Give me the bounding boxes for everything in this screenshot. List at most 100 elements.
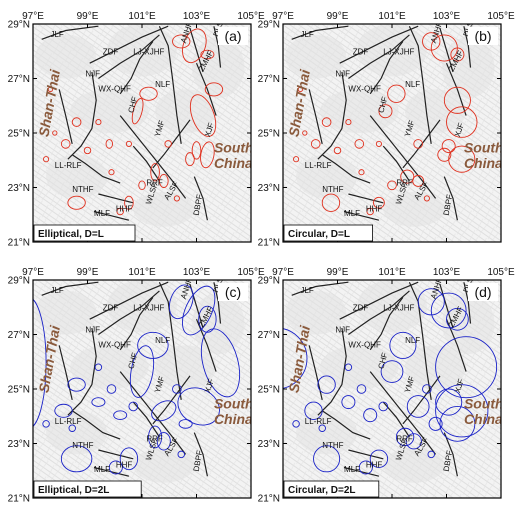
source-ellipse — [417, 288, 445, 316]
source-ellipse — [83, 146, 92, 155]
block-label-south-china: South — [214, 140, 254, 156]
fault-trace — [98, 34, 160, 79]
relief-shade — [70, 89, 149, 133]
source-ellipse — [185, 152, 195, 167]
relief-shade — [405, 89, 467, 133]
source-ellipse — [131, 98, 144, 125]
source-ellipse — [304, 401, 323, 420]
fault-trace — [195, 62, 217, 116]
source-ellipse — [52, 130, 58, 136]
panel-label-box — [218, 283, 248, 301]
fault-label: DBPF — [192, 194, 205, 217]
fault-label: NLF — [155, 80, 170, 89]
lon-tick-label: 97°E — [22, 11, 44, 22]
source-ellipse — [406, 395, 430, 418]
source-ellipse — [443, 86, 471, 114]
fault-trace — [369, 371, 437, 455]
fault-trace — [402, 375, 441, 425]
source-ellipse — [446, 106, 478, 138]
fault-trace — [369, 115, 437, 199]
source-ellipse — [427, 450, 435, 459]
source-ellipse — [317, 375, 336, 394]
panel-caption-box — [283, 480, 380, 498]
source-ellipse — [439, 405, 476, 442]
source-ellipse — [60, 139, 71, 149]
lon-tick-label: 105°E — [237, 11, 265, 22]
fault-label: NJF — [335, 69, 350, 78]
source-ellipse — [128, 401, 139, 412]
source-ellipse — [366, 207, 374, 216]
fault-trace — [382, 145, 410, 182]
block-label-south-china: South — [464, 140, 504, 156]
source-ellipse — [108, 169, 115, 176]
lon-tick-label: 99°E — [77, 11, 99, 22]
source-ellipse — [54, 403, 73, 418]
source-ellipse — [67, 195, 86, 210]
lon-tick-label: 101°E — [378, 267, 406, 278]
lat-tick-label: 23°N — [8, 183, 30, 194]
fault-label: NTHF — [322, 185, 343, 194]
lat-tick-label: 21°N — [258, 238, 280, 249]
fault-label: DBPF — [442, 194, 455, 217]
source-ellipse — [106, 384, 117, 394]
panel-caption-box — [33, 224, 136, 242]
fault-label: LL-RLF — [55, 417, 82, 426]
fault-label: RRF — [146, 178, 163, 187]
fault-label: WX-QHF — [98, 85, 131, 94]
relief-shade — [320, 89, 399, 133]
source-ellipse — [283, 328, 308, 389]
source-ellipse — [168, 284, 194, 320]
source-ellipse — [172, 34, 191, 49]
block-label-south-china: China — [214, 411, 253, 427]
fault-label: WX-QHF — [348, 85, 381, 94]
fault-label: HHF — [366, 460, 383, 469]
source-ellipse — [375, 140, 382, 147]
source-ellipse — [182, 285, 216, 336]
panel-label-box — [468, 283, 498, 301]
fault-label: MLF — [344, 465, 360, 474]
fault-label: JLF — [300, 30, 313, 39]
fault-trace — [408, 25, 432, 144]
source-ellipse — [189, 94, 217, 137]
source-ellipse — [71, 117, 82, 127]
fault-label: CHF — [127, 96, 140, 114]
source-ellipse — [200, 328, 241, 398]
panel-caption: Elliptical, D=L — [38, 229, 104, 240]
source-ellipse — [139, 86, 158, 101]
panel-caption: Circular, D=L — [288, 229, 350, 240]
fault-label: LL-RLF — [305, 417, 332, 426]
fault-trace — [152, 375, 191, 425]
fault-label: WX-QHF — [98, 341, 131, 350]
source-ellipse — [363, 408, 378, 423]
fault-trace — [132, 145, 160, 182]
source-ellipse — [116, 207, 124, 216]
fault-trace — [321, 410, 371, 440]
source-ellipse — [423, 195, 430, 202]
fault-label: HHF — [116, 204, 133, 213]
lon-tick-label: 101°E — [128, 267, 156, 278]
fault-label: CHF — [377, 96, 390, 114]
fault-label: ZDF — [103, 304, 119, 313]
source-ellipse — [387, 84, 406, 103]
source-ellipse — [333, 146, 342, 155]
source-ellipse — [378, 104, 393, 119]
lon-tick-label: 99°E — [327, 267, 349, 278]
fault-trace — [67, 327, 97, 416]
block-label-south-china: South — [214, 396, 254, 412]
source-ellipse — [108, 460, 123, 475]
fault-trace — [343, 210, 380, 221]
panel-label: (d) — [474, 284, 491, 300]
fault-trace — [189, 28, 204, 73]
fault-label: MLF — [94, 465, 110, 474]
fault-label: NJF — [335, 325, 350, 334]
fault-trace — [58, 345, 73, 401]
fault-label: ZDF — [103, 48, 119, 57]
source-ellipse — [369, 449, 389, 468]
source-ellipse — [177, 450, 185, 459]
source-ellipse — [344, 363, 353, 371]
lat-tick-label: 21°N — [8, 494, 30, 505]
fault-label: NLF — [405, 336, 420, 345]
fault-trace — [71, 410, 121, 440]
